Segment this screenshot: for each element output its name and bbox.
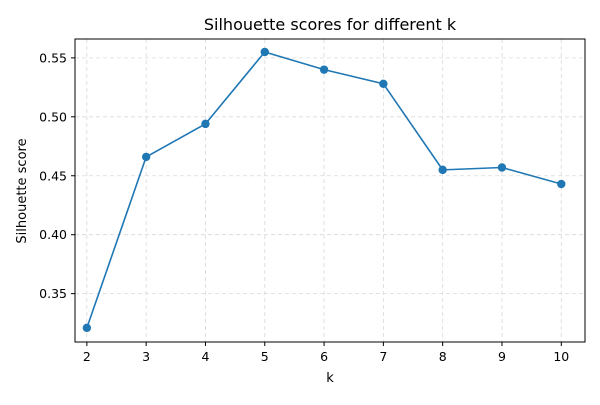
x-tick-label: 6 — [320, 349, 328, 364]
y-axis-label: Silhouette score — [15, 138, 30, 243]
y-tick-label: 0.55 — [39, 50, 67, 65]
x-axis-ticks: 2 3 4 5 6 7 8 9 10 — [83, 342, 569, 364]
x-tick-label: 4 — [201, 349, 209, 364]
y-tick-label: 0.45 — [39, 168, 67, 183]
data-point — [438, 165, 447, 175]
x-tick-label: 10 — [553, 349, 569, 364]
x-tick-label: 7 — [379, 349, 387, 364]
data-point — [260, 47, 269, 57]
series-layer — [82, 47, 566, 333]
y-axis-ticks: 0.35 0.40 0.45 0.50 0.55 — [39, 50, 75, 301]
data-point — [497, 163, 507, 172]
data-point — [82, 323, 92, 333]
x-tick-label: 3 — [142, 349, 150, 364]
grid-lines — [75, 39, 585, 342]
chart-title: Silhouette scores for different k — [204, 15, 457, 34]
data-point — [379, 79, 388, 89]
x-tick-label: 9 — [498, 349, 506, 364]
y-tick-label: 0.35 — [39, 286, 67, 301]
y-tick-label: 0.50 — [39, 109, 67, 124]
plot-area-frame — [74, 38, 586, 343]
data-point — [557, 179, 566, 189]
data-point — [141, 152, 151, 162]
data-point — [201, 119, 210, 129]
y-tick-label: 0.40 — [39, 227, 67, 242]
x-axis-label: k — [326, 371, 334, 386]
x-tick-label: 8 — [439, 349, 447, 364]
data-point — [319, 65, 329, 74]
x-tick-label: 5 — [261, 349, 269, 364]
x-tick-label: 2 — [83, 349, 91, 364]
